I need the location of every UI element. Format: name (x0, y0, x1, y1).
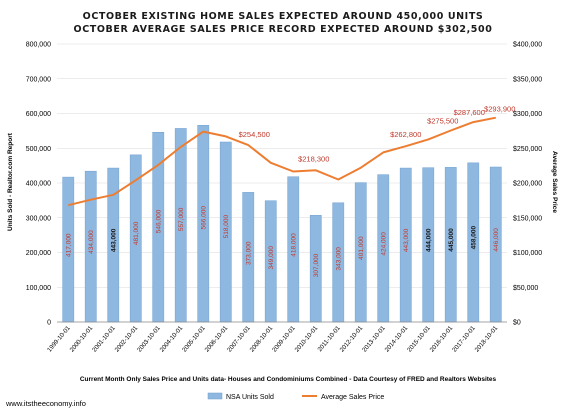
y-left-tick-label: 700,000 (26, 76, 51, 83)
price-point-label: $293,900 (484, 105, 515, 114)
y-right-tick-label: $300,000 (513, 111, 542, 118)
bar-value-label: 481,000 (133, 221, 140, 245)
bar-value-label: 557,000 (178, 207, 185, 231)
legend-bar-label: NSA Units Sold (226, 394, 274, 401)
bar-value-label: 401,000 (358, 236, 365, 260)
y-left-tick-label: 100,000 (26, 285, 51, 292)
y-left-tick-label: 400,000 (26, 181, 51, 188)
bar-value-label: 458,000 (471, 226, 478, 250)
bar-value-label: 417,000 (66, 233, 73, 257)
y-axis-right-title: Average Sales Price (551, 151, 558, 213)
y-left-tick-label: 200,000 (26, 250, 51, 257)
y-right-tick-label: $200,000 (513, 181, 542, 188)
chart-subtitle: OCTOBER AVERAGE SALES PRICE RECORD EXPEC… (74, 24, 493, 35)
label-layer: 417,000 434,000 443,000 481,000 546,000 557,0… (66, 105, 516, 277)
bar-value-label: 434,000 (88, 230, 95, 254)
bar-value-label: 518,000 (223, 214, 230, 238)
bar-value-label: 566,000 (201, 206, 208, 230)
y-left-tick-label: 500,000 (26, 146, 51, 153)
chart-title: OCTOBER EXISTING HOME SALES EXPECTED ARO… (83, 11, 484, 22)
y-right-tick-label: $0 (513, 320, 521, 327)
bar-value-label: 424,000 (381, 232, 388, 256)
bar-value-label: 443,000 (403, 228, 410, 252)
y-axis-left-title: Units Sold - Realtor.com Report (7, 132, 14, 231)
y-left-tick-label: 600,000 (26, 111, 51, 118)
y-right-tick-label: $100,000 (513, 250, 542, 257)
y-left-tick-label: 0 (47, 320, 51, 327)
bar-value-label: 349,000 (268, 246, 275, 270)
price-point-label: $275,500 (427, 117, 458, 126)
price-point-label: $254,500 (239, 130, 270, 139)
bar-value-label: 343,000 (336, 247, 343, 271)
bar-value-label: 444,000 (426, 228, 433, 252)
price-point-label: $287,600 (454, 108, 485, 117)
y-right-tick-label: $150,000 (513, 215, 542, 222)
price-point-label: $262,800 (390, 130, 421, 139)
bar-value-label: 546,000 (156, 209, 163, 233)
bar-value-label: 443,000 (111, 228, 118, 252)
y-left-tick-label: 300,000 (26, 215, 51, 222)
y-right-tick-label: $250,000 (513, 146, 542, 153)
bar-value-label: 446,000 (493, 228, 500, 252)
source-note: Current Month Only Sales Price and Units… (80, 376, 497, 383)
legend: NSA Units Sold Average Sales Price (207, 392, 384, 401)
price-point-label: $218,300 (298, 154, 329, 163)
legend-line-label: Average Sales Price (321, 394, 384, 401)
y-right-tick-label: $400,000 (513, 42, 542, 49)
price-line (68, 116, 496, 207)
y-right-tick-label: $350,000 (513, 76, 542, 83)
bar-layer (62, 125, 502, 323)
y-right-tick-label: $50,000 (513, 285, 538, 292)
line-layer (68, 116, 496, 207)
bar-value-label: 373,000 (246, 241, 253, 265)
bar-value-label: 418,000 (291, 233, 298, 257)
y-left-tick-label: 800,000 (26, 42, 51, 49)
legend-bar-swatch (207, 392, 223, 400)
bar-value-label: 307,000 (313, 253, 320, 277)
bar-value-label: 445,000 (448, 228, 455, 252)
website-text: www.itstheeconomy.info (5, 399, 86, 408)
